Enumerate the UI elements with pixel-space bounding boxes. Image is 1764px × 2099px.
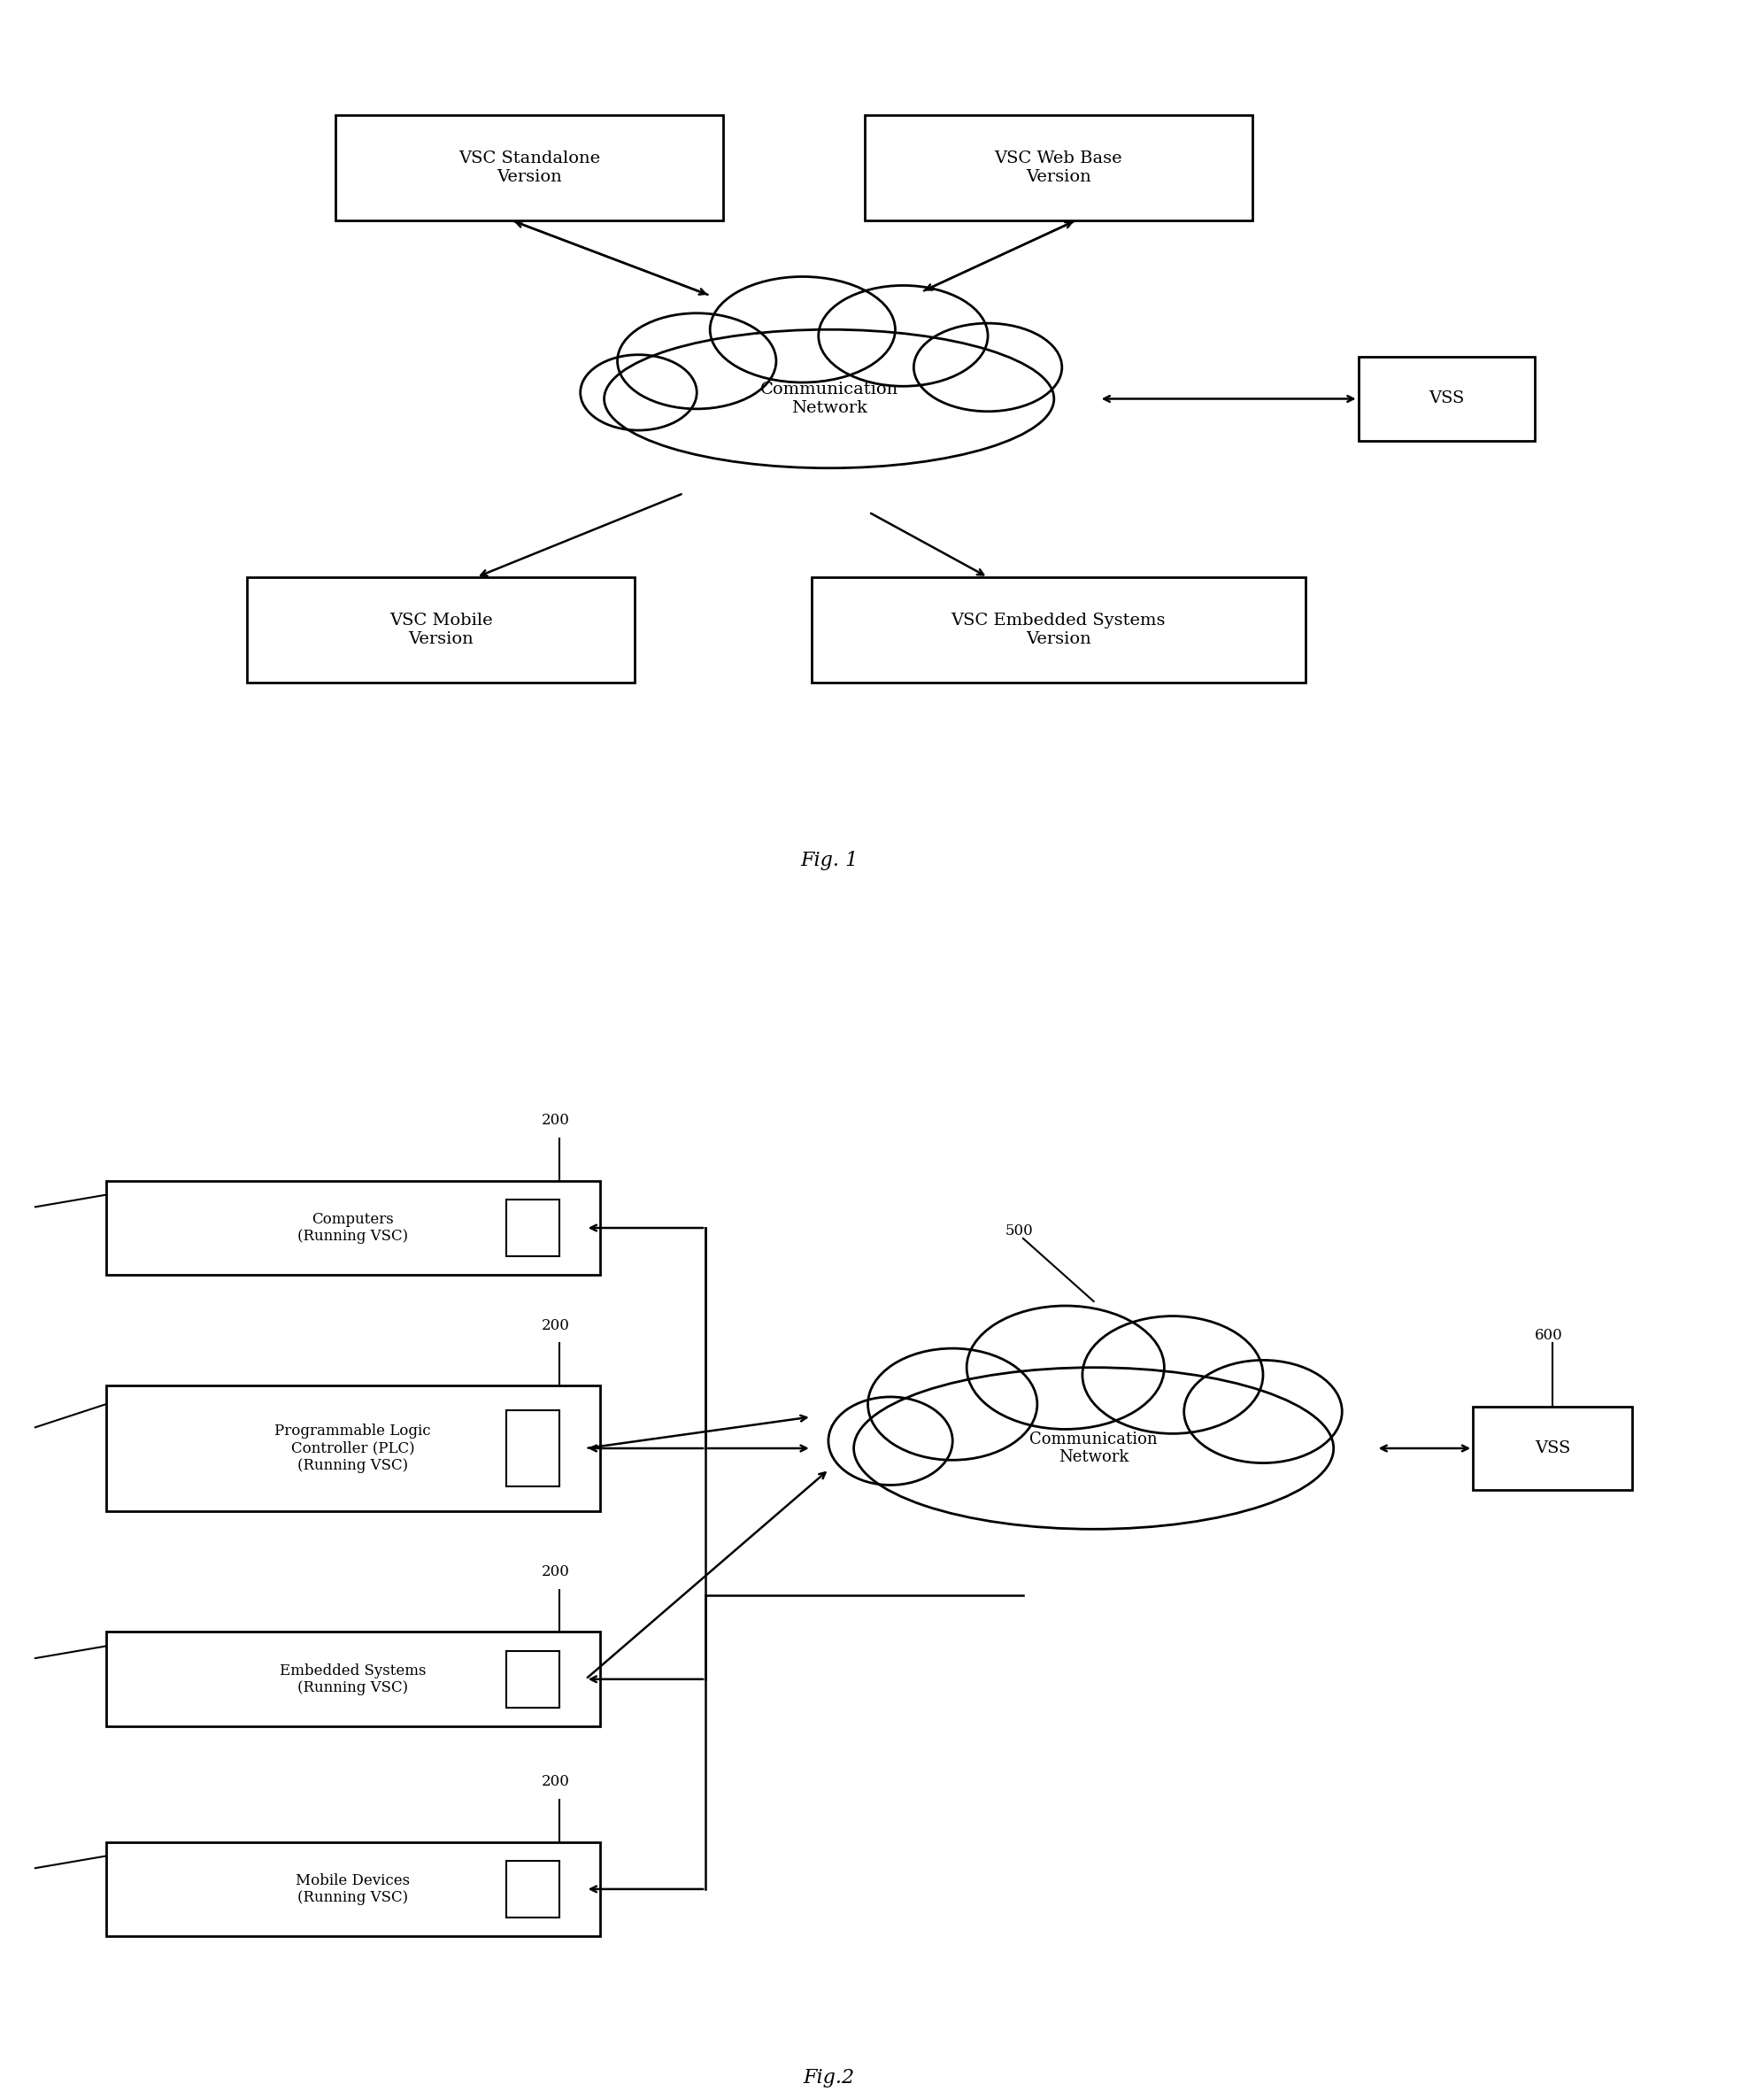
Text: Programmable Logic
Controller (PLC)
(Running VSC): Programmable Logic Controller (PLC) (Run… — [275, 1423, 430, 1473]
Ellipse shape — [868, 1348, 1037, 1461]
FancyBboxPatch shape — [506, 1201, 559, 1255]
Text: VSC Embedded Systems
Version: VSC Embedded Systems Version — [951, 613, 1166, 646]
Text: Fig. 1: Fig. 1 — [801, 850, 857, 871]
Text: 500: 500 — [1005, 1224, 1034, 1238]
Ellipse shape — [829, 1398, 953, 1486]
Text: VSS: VSS — [1535, 1440, 1570, 1457]
FancyBboxPatch shape — [247, 577, 635, 682]
Text: Fig.2: Fig.2 — [803, 2068, 856, 2089]
Ellipse shape — [967, 1306, 1164, 1429]
Text: VSC Mobile
Version: VSC Mobile Version — [390, 613, 492, 646]
Text: Computers
(Running VSC): Computers (Running VSC) — [298, 1211, 407, 1245]
Text: Embedded Systems
(Running VSC): Embedded Systems (Running VSC) — [279, 1662, 427, 1696]
FancyBboxPatch shape — [811, 577, 1305, 682]
Text: 200: 200 — [542, 1318, 570, 1333]
FancyBboxPatch shape — [1358, 357, 1535, 441]
Ellipse shape — [818, 285, 988, 386]
Ellipse shape — [914, 323, 1062, 411]
Ellipse shape — [854, 1369, 1334, 1528]
Text: Communication
Network: Communication Network — [1030, 1432, 1157, 1465]
Text: Communication
Network: Communication Network — [760, 382, 898, 416]
FancyBboxPatch shape — [506, 1862, 559, 1918]
Ellipse shape — [1184, 1360, 1342, 1463]
Ellipse shape — [603, 330, 1053, 468]
Ellipse shape — [1083, 1316, 1263, 1434]
Ellipse shape — [580, 355, 697, 430]
FancyBboxPatch shape — [106, 1182, 600, 1276]
Ellipse shape — [617, 313, 776, 409]
Text: 600: 600 — [1535, 1329, 1563, 1343]
FancyBboxPatch shape — [1473, 1406, 1632, 1490]
Text: 200: 200 — [542, 1774, 570, 1788]
FancyBboxPatch shape — [106, 1633, 600, 1725]
Ellipse shape — [709, 277, 894, 382]
Text: 200: 200 — [542, 1564, 570, 1578]
Text: 200: 200 — [542, 1112, 570, 1129]
Text: VSC Standalone
Version: VSC Standalone Version — [459, 151, 600, 185]
Text: VSC Web Base
Version: VSC Web Base Version — [995, 151, 1122, 185]
FancyBboxPatch shape — [106, 1385, 600, 1511]
Text: VSS: VSS — [1429, 390, 1464, 407]
Text: Mobile Devices
(Running VSC): Mobile Devices (Running VSC) — [296, 1872, 409, 1906]
FancyBboxPatch shape — [506, 1650, 559, 1709]
FancyBboxPatch shape — [864, 115, 1252, 220]
FancyBboxPatch shape — [335, 115, 723, 220]
FancyBboxPatch shape — [506, 1411, 559, 1486]
FancyBboxPatch shape — [106, 1843, 600, 1935]
